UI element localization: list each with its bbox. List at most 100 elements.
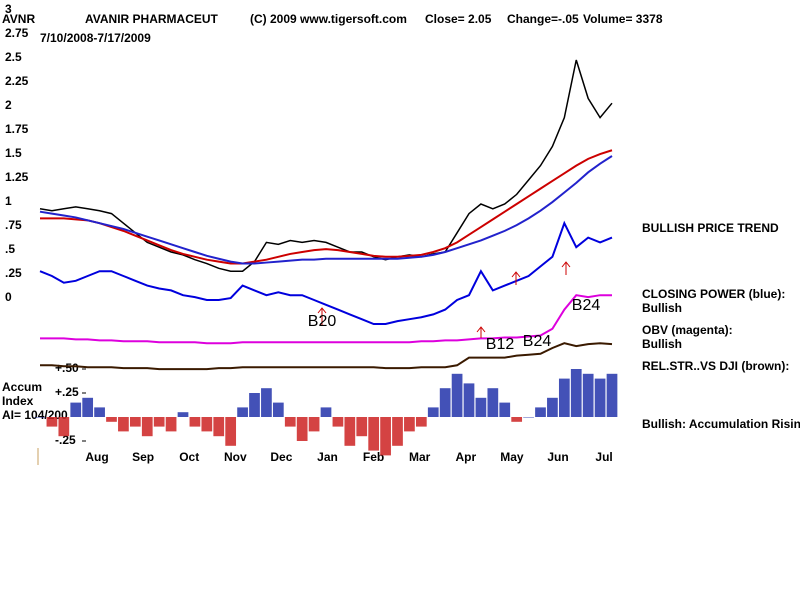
accum-bar xyxy=(475,397,487,417)
accum-bar xyxy=(153,417,165,427)
accum-bar xyxy=(392,417,403,446)
accum-bar xyxy=(463,383,475,417)
series-line xyxy=(40,149,613,265)
x-tick-label: Jun xyxy=(547,450,568,464)
y-tick-label: 3 xyxy=(5,2,12,16)
accum-bar xyxy=(94,407,105,417)
signal-label: B20 xyxy=(308,313,337,330)
signal-label: B12 xyxy=(486,336,515,353)
note: OBV (magenta): xyxy=(642,323,733,337)
accum-bar xyxy=(177,412,189,417)
accum-bar xyxy=(451,373,463,417)
x-tick-label: Jul xyxy=(595,450,612,464)
series-line xyxy=(40,342,613,371)
y-tick-label: 2.25 xyxy=(5,74,29,88)
x-tick-label: Jan xyxy=(317,450,338,464)
accum-bar xyxy=(427,407,439,417)
note: Bullish xyxy=(642,337,682,351)
accum-bar xyxy=(332,417,344,427)
accum-title: Accum xyxy=(2,380,42,394)
accum-bar xyxy=(368,417,380,451)
accum-bar xyxy=(570,369,582,417)
accum-bar xyxy=(415,417,427,427)
accum-bar xyxy=(46,417,58,427)
accum-bar xyxy=(249,393,260,417)
accum-bar xyxy=(380,417,391,456)
x-tick-label: Oct xyxy=(179,450,199,464)
y-tick-label: 1 xyxy=(5,194,12,208)
note: Bullish xyxy=(642,301,682,315)
accum-bar xyxy=(487,388,499,417)
accum-bar xyxy=(201,417,213,432)
accum-bar xyxy=(141,417,153,437)
x-tick-label: Sep xyxy=(132,450,154,464)
accum-bar xyxy=(606,373,618,417)
accum-bar xyxy=(225,417,237,446)
accum-bar xyxy=(404,417,415,432)
accum-bar xyxy=(582,373,594,417)
symbol: AVNR xyxy=(2,12,35,26)
y2-tick-label: +.25 xyxy=(55,385,79,399)
y-tick-label: 1.75 xyxy=(5,122,29,136)
accum-bar xyxy=(523,417,534,418)
accum-bar xyxy=(34,417,46,418)
note: Bullish: Accumulation Rising xyxy=(642,417,800,431)
y-tick-label: 2.5 xyxy=(5,50,22,64)
ai-label: AI= 104/200 xyxy=(2,408,68,422)
signal-arrow-head xyxy=(317,307,327,314)
note: REL.STR..VS DJI (brown): xyxy=(642,359,789,373)
accum-bar xyxy=(356,417,368,437)
accum-bar xyxy=(296,417,308,441)
accum-bar xyxy=(272,402,284,417)
x-tick-label: Nov xyxy=(224,450,247,464)
y2-tick-label: -.25 xyxy=(55,433,76,447)
accum-bar xyxy=(261,388,272,417)
copyright: (C) 2009 www.tigersoft.com xyxy=(250,12,407,26)
accum-bar xyxy=(70,402,82,417)
signal-label: B24 xyxy=(523,333,552,350)
accum-bar xyxy=(129,417,141,427)
accum-bar xyxy=(558,378,570,417)
x-tick-label: May xyxy=(500,450,524,464)
signal-arrow-head xyxy=(511,271,521,278)
note: CLOSING POWER (blue): xyxy=(642,287,785,301)
y-tick-label: 2.75 xyxy=(5,26,29,40)
accum-bar xyxy=(165,417,177,432)
signal-label: B24 xyxy=(572,297,601,314)
change-label: Change=-.05 xyxy=(507,12,579,26)
accum-bar xyxy=(320,407,332,417)
accum-bar xyxy=(118,417,129,432)
series-line xyxy=(40,294,612,345)
note: BULLISH PRICE TREND xyxy=(642,221,779,235)
signal-arrow-head xyxy=(476,326,486,333)
accum-bar xyxy=(511,417,523,422)
close-label: Close= 2.05 xyxy=(425,12,492,26)
accum-bar xyxy=(344,417,356,446)
y-tick-label: .25 xyxy=(5,266,22,280)
y-tick-label: 0 xyxy=(5,290,12,304)
accum-bar xyxy=(308,417,320,432)
chart-title: AVANIR PHARMACEUT xyxy=(85,12,219,26)
y-tick-label: 1.5 xyxy=(5,146,22,160)
accum-title: Index xyxy=(2,394,34,408)
accum-bar xyxy=(82,397,94,417)
series-line xyxy=(39,155,613,265)
accum-bar xyxy=(439,388,451,417)
accum-bar xyxy=(106,417,117,422)
x-tick-label: Aug xyxy=(85,450,108,464)
accum-bar xyxy=(535,407,546,417)
accum-bar xyxy=(594,378,606,417)
accum-bar xyxy=(58,417,70,437)
accum-bar xyxy=(547,397,558,417)
accum-bar xyxy=(213,417,225,437)
y2-tick-label: +.50 xyxy=(55,361,79,375)
y-tick-label: .5 xyxy=(5,242,15,256)
y-tick-label: .75 xyxy=(5,218,22,232)
x-tick-label: Feb xyxy=(363,450,384,464)
y-tick-label: 2 xyxy=(5,98,12,112)
series-line xyxy=(39,220,613,325)
series-line xyxy=(39,59,613,272)
accum-bar xyxy=(284,417,296,427)
x-tick-label: Apr xyxy=(455,450,476,464)
